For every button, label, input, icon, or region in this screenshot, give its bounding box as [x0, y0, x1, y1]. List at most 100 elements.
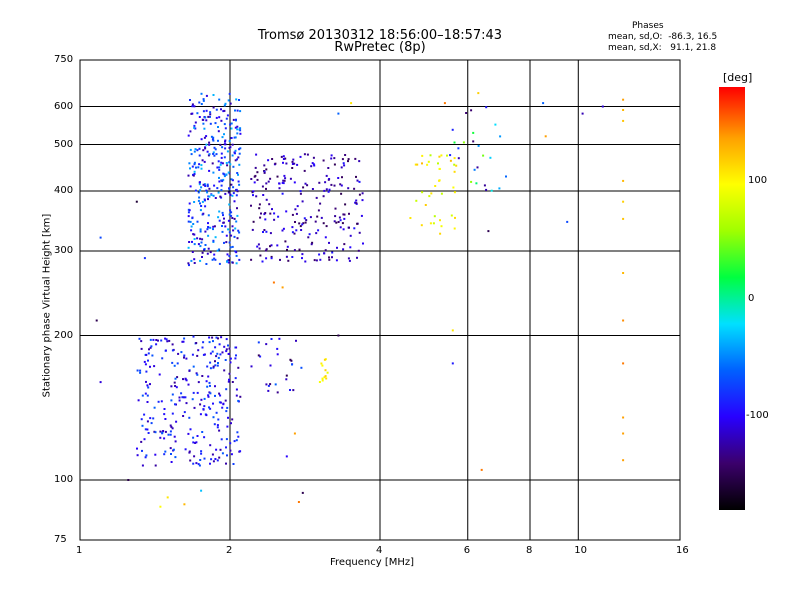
data-point [209, 407, 212, 410]
data-point [326, 371, 329, 374]
data-point [193, 233, 196, 236]
data-point [163, 437, 166, 440]
data-point [222, 110, 225, 113]
data-point [193, 262, 196, 264]
data-point [327, 190, 330, 193]
data-point [338, 216, 341, 219]
data-point [199, 459, 202, 461]
data-point [232, 118, 235, 121]
data-point [227, 416, 229, 419]
data-point [213, 423, 216, 426]
data-point [183, 411, 186, 414]
data-point [212, 139, 215, 142]
data-point [218, 180, 221, 183]
data-point [194, 127, 197, 130]
data-point [204, 244, 207, 246]
data-point [453, 170, 456, 173]
grid-lines [80, 60, 680, 540]
data-point [255, 195, 258, 198]
data-point [191, 103, 194, 106]
data-point [233, 200, 236, 203]
data-point [238, 99, 240, 101]
data-point [334, 215, 337, 218]
data-point [228, 213, 231, 216]
data-point [235, 354, 237, 357]
data-point [207, 394, 210, 397]
data-point [220, 161, 223, 164]
data-point [175, 386, 178, 389]
data-point [225, 117, 228, 120]
data-point [239, 395, 242, 398]
data-point [214, 258, 217, 261]
data-point [217, 337, 219, 340]
data-point [163, 453, 166, 456]
data-point [188, 450, 191, 453]
x-tick-label: 6 [463, 545, 471, 556]
data-point [235, 118, 237, 121]
data-point [203, 457, 206, 460]
data-point [215, 108, 218, 111]
data-point [99, 236, 102, 239]
data-point [601, 105, 604, 108]
data-point [209, 122, 212, 125]
data-point [145, 353, 148, 356]
data-point [139, 369, 142, 372]
data-point [212, 151, 215, 154]
data-point [473, 168, 476, 171]
data-point [220, 119, 223, 122]
data-point [236, 431, 239, 434]
data-point [230, 122, 233, 125]
data-point [141, 464, 144, 467]
data-point [95, 319, 98, 322]
data-point [227, 380, 230, 383]
data-point [201, 256, 203, 258]
data-point [221, 146, 224, 149]
data-point [342, 162, 345, 165]
data-point [216, 352, 219, 355]
data-point [221, 225, 223, 227]
data-point [216, 459, 219, 462]
data-point [295, 339, 297, 342]
data-point [199, 403, 202, 406]
data-point [174, 456, 177, 459]
data-point [440, 192, 443, 195]
data-point [347, 187, 350, 190]
data-point [135, 200, 138, 203]
data-point [175, 420, 178, 423]
data-point [281, 192, 284, 195]
data-point [312, 156, 315, 159]
data-point [325, 188, 328, 191]
data-point [224, 140, 226, 143]
data-point [340, 192, 343, 195]
data-point [330, 157, 333, 160]
data-point [263, 164, 266, 167]
data-point [303, 169, 306, 172]
data-point [449, 154, 452, 157]
data-point [203, 248, 206, 251]
data-point [302, 186, 305, 189]
data-point [189, 167, 191, 170]
data-point [187, 432, 190, 435]
data-point [138, 337, 141, 340]
data-point [203, 183, 206, 186]
data-point [214, 394, 216, 397]
data-point [226, 406, 229, 409]
data-point [228, 92, 231, 95]
data-point [218, 429, 221, 432]
data-point [206, 252, 209, 255]
data-point [235, 189, 238, 191]
data-point [191, 398, 194, 401]
data-point [231, 418, 234, 421]
data-point [198, 101, 201, 104]
data-point [209, 462, 211, 465]
data-point [183, 503, 186, 506]
data-point [443, 102, 446, 105]
data-point [353, 227, 356, 230]
data-point [498, 187, 501, 190]
data-point [262, 231, 264, 233]
data-point [285, 255, 288, 258]
data-point [228, 161, 231, 164]
data-point [494, 123, 497, 126]
data-point [193, 163, 196, 166]
data-point [204, 205, 207, 208]
